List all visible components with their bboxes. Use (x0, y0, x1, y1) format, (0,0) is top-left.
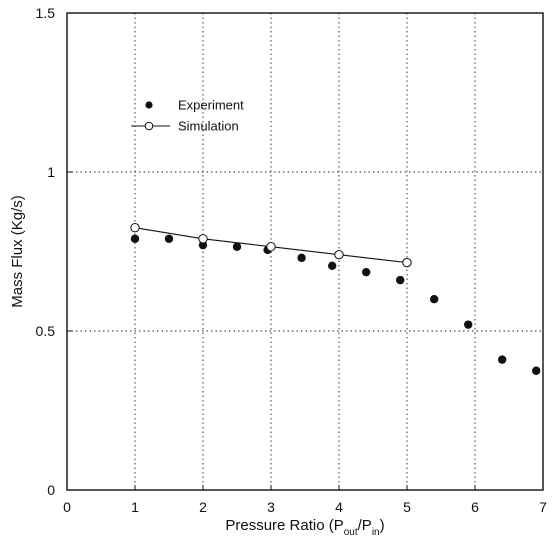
x-tick-label: 7 (539, 499, 547, 515)
legend: Experiment Simulation (131, 98, 244, 134)
experiment-point (396, 275, 405, 285)
x-axis-title-mid: /P (358, 517, 372, 534)
simulation-point (402, 257, 412, 268)
legend-entry-simulation: Simulation (131, 119, 239, 134)
series-experiment (130, 234, 541, 375)
legend-simulation-marker (144, 121, 154, 131)
x-axis-title-sub-in: in (372, 527, 380, 538)
x-tick-label: 0 (63, 499, 71, 515)
x-tick-label: 4 (335, 499, 343, 515)
y-tick-label: 1.5 (36, 5, 56, 21)
axis-ticks: 0 1 2 3 4 5 6 7 0 0.5 1 1.5 (36, 5, 548, 515)
legend-experiment-marker (145, 101, 153, 109)
y-tick-label: 0.5 (36, 323, 56, 339)
experiment-point (532, 366, 541, 375)
x-tick-label: 3 (267, 499, 275, 515)
x-axis-title-sub-out: out (344, 527, 358, 538)
experiment-point (164, 234, 174, 243)
plot-area-frame (66, 12, 544, 491)
y-tick-label: 0 (47, 482, 55, 498)
legend-simulation-label: Simulation (178, 119, 239, 134)
x-tick-label: 2 (199, 499, 207, 515)
simulation-point (266, 242, 276, 252)
experiment-point (130, 234, 140, 243)
experiment-point (328, 261, 337, 271)
grid-lines (67, 13, 543, 490)
x-tick-label: 1 (131, 499, 139, 515)
x-tick-label: 5 (403, 499, 411, 515)
experiment-point (464, 320, 473, 329)
simulation-point (130, 222, 140, 233)
x-tick-label: 6 (471, 499, 479, 515)
experiment-point (232, 242, 242, 251)
y-axis-title: Mass Flux (Kg/s) (9, 195, 26, 308)
x-axis-title-prefix: Pressure Ratio (P (225, 517, 343, 534)
y-tick-label: 1 (47, 164, 55, 180)
simulation-point (198, 234, 208, 244)
experiment-point (362, 267, 371, 277)
x-axis-title-suffix: ) (380, 517, 385, 534)
experiment-point (198, 240, 208, 250)
experiment-point (430, 295, 439, 304)
series-simulation (130, 222, 412, 268)
experiment-point (498, 355, 507, 364)
experiment-point (297, 253, 306, 263)
data-series (130, 222, 541, 375)
simulation-point (334, 249, 344, 260)
legend-experiment-label: Experiment (178, 98, 244, 113)
legend-entry-experiment: Experiment (145, 98, 244, 113)
x-axis-title: Pressure Ratio (Pout/Pin) (225, 517, 384, 538)
